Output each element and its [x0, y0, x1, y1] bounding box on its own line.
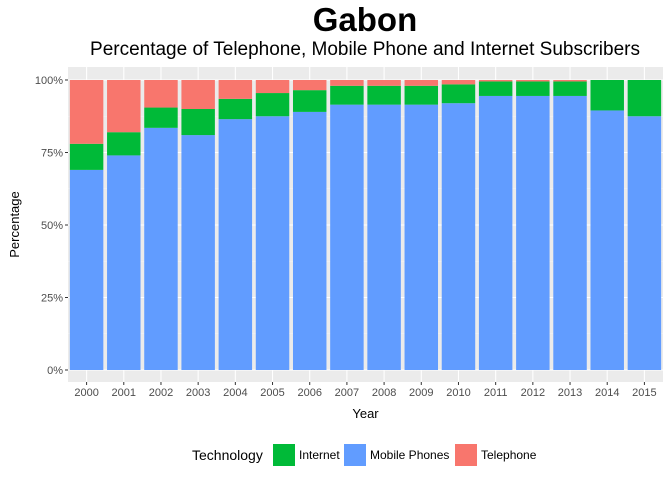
- bar-segment-internet: [181, 109, 215, 136]
- bar-segment-mobile-phones: [516, 95, 550, 370]
- legend-key: [455, 444, 477, 466]
- bar-segment-internet: [69, 143, 104, 170]
- bar-segment-internet: [441, 84, 476, 104]
- bar-segment-telephone: [478, 80, 513, 82]
- x-tick-label: 2004: [223, 387, 247, 399]
- bar-segment-internet: [516, 81, 550, 96]
- bar-segment-mobile-phones: [218, 119, 253, 371]
- bar-segment-internet: [330, 85, 364, 105]
- y-axis-title: Percentage: [7, 191, 22, 258]
- bar-segment-mobile-phones: [441, 103, 476, 370]
- chart-subtitle: Percentage of Telephone, Mobile Phone an…: [90, 39, 640, 60]
- y-tick-label: 25%: [41, 293, 63, 305]
- bar-segment-mobile-phones: [144, 127, 178, 370]
- bar-segment-telephone: [441, 80, 476, 85]
- x-tick-label: 2007: [335, 387, 359, 399]
- y-tick-label: 0%: [47, 365, 63, 377]
- legend-title: Technology: [192, 447, 263, 463]
- bar-segment-mobile-phones: [478, 95, 513, 370]
- bar-segment-telephone: [404, 80, 439, 86]
- legend-key: [344, 444, 366, 466]
- bar-segment-mobile-phones: [107, 155, 141, 370]
- bar-segment-internet: [627, 80, 662, 117]
- x-tick-label: 2003: [186, 387, 210, 399]
- bar-segment-mobile-phones: [330, 104, 364, 371]
- bar-segment-mobile-phones: [255, 116, 290, 370]
- bar-segment-internet: [404, 85, 439, 105]
- bar-segment-telephone: [144, 80, 178, 108]
- x-tick-label: 2010: [446, 387, 470, 399]
- bar-segment-telephone: [553, 80, 587, 82]
- bar-segment-mobile-phones: [590, 110, 624, 370]
- chart-title: Gabon: [312, 1, 418, 38]
- bar-segment-internet: [553, 81, 587, 96]
- x-tick-label: 2012: [521, 387, 545, 399]
- y-tick-label: 75%: [41, 148, 63, 160]
- x-tick-label: 2006: [297, 387, 321, 399]
- bar-segment-telephone: [367, 80, 401, 86]
- x-tick-label: 2009: [409, 387, 433, 399]
- bar-segment-mobile-phones: [69, 169, 104, 370]
- bar-segment-internet: [218, 98, 253, 120]
- legend-label: Mobile Phones: [370, 448, 449, 462]
- bar-segment-internet: [590, 80, 624, 111]
- bar-segment-mobile-phones: [181, 135, 215, 370]
- bar-segment-telephone: [292, 80, 327, 91]
- bar-segment-telephone: [107, 80, 141, 133]
- legend-key: [273, 444, 295, 466]
- bar-segment-internet: [367, 85, 401, 105]
- legend-label: Internet: [299, 448, 340, 462]
- bar-segment-telephone: [516, 80, 550, 82]
- bar-segment-telephone: [69, 80, 104, 144]
- bar-segment-internet: [144, 107, 178, 128]
- bar-segment-internet: [478, 81, 513, 96]
- legend-label: Telephone: [481, 448, 537, 462]
- bar-segment-telephone: [330, 80, 364, 86]
- y-tick-label: 50%: [41, 220, 63, 232]
- bar-segment-internet: [255, 93, 290, 117]
- x-tick-label: 2011: [484, 387, 508, 399]
- bar-segment-internet: [292, 90, 327, 112]
- x-tick-label: 2001: [112, 387, 136, 399]
- x-tick-label: 2015: [632, 387, 656, 399]
- x-tick-label: 2008: [372, 387, 396, 399]
- bar-segment-telephone: [218, 80, 253, 99]
- bar-segment-mobile-phones: [404, 104, 439, 371]
- bar-segment-mobile-phones: [292, 111, 327, 371]
- x-tick-label: 2013: [558, 387, 582, 399]
- bar-segment-mobile-phones: [367, 104, 401, 371]
- bar-segment-mobile-phones: [553, 95, 587, 370]
- x-axis-title: Year: [352, 406, 379, 421]
- bar-segment-telephone: [181, 80, 215, 109]
- x-tick-label: 2002: [149, 387, 173, 399]
- x-tick-label: 2014: [595, 387, 619, 399]
- x-tick-label: 2005: [260, 387, 284, 399]
- x-tick-label: 2000: [74, 387, 98, 399]
- y-tick-label: 100%: [35, 75, 63, 87]
- bar-segment-internet: [107, 132, 141, 156]
- bar-segment-mobile-phones: [627, 116, 662, 370]
- bar-segment-telephone: [255, 80, 290, 94]
